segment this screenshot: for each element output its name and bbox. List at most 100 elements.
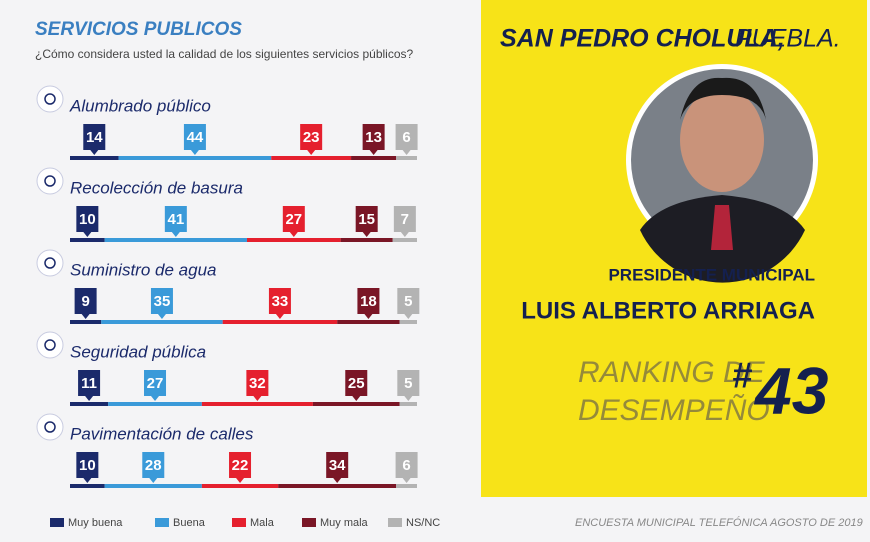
category-icon xyxy=(36,413,64,441)
ranking-label: RANKING DE xyxy=(578,356,766,389)
legend-label: Mala xyxy=(250,517,275,529)
bar-segment xyxy=(70,484,105,488)
bar-segment xyxy=(118,156,272,160)
bar-segment xyxy=(70,156,119,160)
value-label: 35 xyxy=(154,293,171,310)
value-pin xyxy=(76,452,99,483)
ranking-position: 43 xyxy=(753,353,828,427)
legend-swatch xyxy=(388,518,402,527)
value-pin xyxy=(246,370,269,401)
ranking-label: DESEMPEÑO xyxy=(578,393,770,427)
value-pin xyxy=(345,370,368,401)
category-icon-glyph xyxy=(44,93,56,105)
value-label: 9 xyxy=(81,293,89,310)
ranking-prefix: # xyxy=(732,355,752,396)
value-label: 10 xyxy=(79,211,96,228)
legend-label: Muy mala xyxy=(320,517,369,529)
category-icon xyxy=(36,331,64,359)
value-pin xyxy=(355,206,378,237)
bar-segment xyxy=(104,484,202,488)
bar-segment xyxy=(104,238,247,242)
value-label: 41 xyxy=(167,211,184,228)
value-pin xyxy=(395,124,418,155)
value-pin xyxy=(397,370,420,401)
value-label: 27 xyxy=(285,211,302,228)
value-label: 44 xyxy=(187,129,204,146)
bar-segment xyxy=(396,484,417,488)
value-pin xyxy=(282,206,305,237)
value-pin xyxy=(78,370,101,401)
category-icon-glyph xyxy=(44,339,56,351)
chart-title: SERVICIOS PUBLICOS xyxy=(35,19,242,40)
value-pin xyxy=(326,452,349,483)
value-pin xyxy=(150,288,173,319)
value-label: 15 xyxy=(358,211,375,228)
bar-segment xyxy=(70,402,109,406)
value-pin xyxy=(183,124,206,155)
legend-label: NS/NC xyxy=(406,517,440,529)
category-icon xyxy=(36,249,64,277)
bar-segment xyxy=(399,402,417,406)
source-note: ENCUESTA MUNICIPAL TELEFÓNICA AGOSTO DE … xyxy=(575,516,863,529)
value-pin xyxy=(393,206,416,237)
value-label: 6 xyxy=(402,457,410,474)
value-label: 13 xyxy=(365,129,382,146)
bar-segment xyxy=(271,156,352,160)
value-pin xyxy=(142,452,165,483)
bar-segment xyxy=(337,320,400,324)
value-label: 28 xyxy=(145,457,162,474)
category-label: Seguridad pública xyxy=(70,342,206,361)
bar-segment xyxy=(392,238,417,242)
category-icon xyxy=(36,85,64,113)
value-pin xyxy=(83,124,106,155)
state: PUEBLA. xyxy=(735,25,841,53)
category-label: Pavimentación de calles xyxy=(70,424,254,443)
portrait xyxy=(626,64,818,283)
bar-segment xyxy=(70,238,105,242)
value-pin xyxy=(357,288,380,319)
value-pin xyxy=(144,370,167,401)
portrait-tie xyxy=(711,205,733,250)
value-label: 6 xyxy=(402,129,410,146)
value-pin xyxy=(164,206,187,237)
bar-segment xyxy=(351,156,397,160)
category-label: Suministro de agua xyxy=(70,260,216,279)
category-icon xyxy=(36,167,64,195)
legend-label: Buena xyxy=(173,517,206,529)
bar-segment xyxy=(108,402,202,406)
bar-segment xyxy=(399,320,417,324)
profile-name: LUIS ALBERTO ARRIAGA xyxy=(521,297,815,324)
bar-segment xyxy=(70,320,102,324)
value-label: 10 xyxy=(79,457,96,474)
bar-segment xyxy=(246,238,341,242)
legend-swatch xyxy=(302,518,316,527)
value-label: 34 xyxy=(329,457,346,474)
value-pin xyxy=(397,288,420,319)
bar-segment xyxy=(340,238,393,242)
bar-segment xyxy=(201,402,313,406)
value-pin xyxy=(268,288,291,319)
portrait-hair xyxy=(680,77,766,120)
bar-segment xyxy=(222,320,338,324)
value-label: 32 xyxy=(249,375,266,392)
bar-segment xyxy=(101,320,223,324)
value-label: 18 xyxy=(360,293,377,310)
profile-role: PRESIDENTE MUNICIPAL xyxy=(608,265,815,284)
category-label: Alumbrado público xyxy=(69,96,211,115)
bar-segment xyxy=(396,156,417,160)
value-label: 11 xyxy=(81,375,97,392)
value-label: 7 xyxy=(401,211,409,228)
value-label: 27 xyxy=(147,375,164,392)
bar-segment xyxy=(201,484,279,488)
value-pin xyxy=(229,452,252,483)
value-label: 22 xyxy=(232,457,249,474)
chart-subtitle: ¿Cómo considera usted la calidad de los … xyxy=(35,47,414,61)
value-pin xyxy=(76,206,99,237)
value-label: 5 xyxy=(404,375,412,392)
legend-swatch xyxy=(155,518,169,527)
legend-label: Muy buena xyxy=(68,517,123,529)
category-icon-glyph xyxy=(44,175,56,187)
value-pin xyxy=(74,288,97,319)
